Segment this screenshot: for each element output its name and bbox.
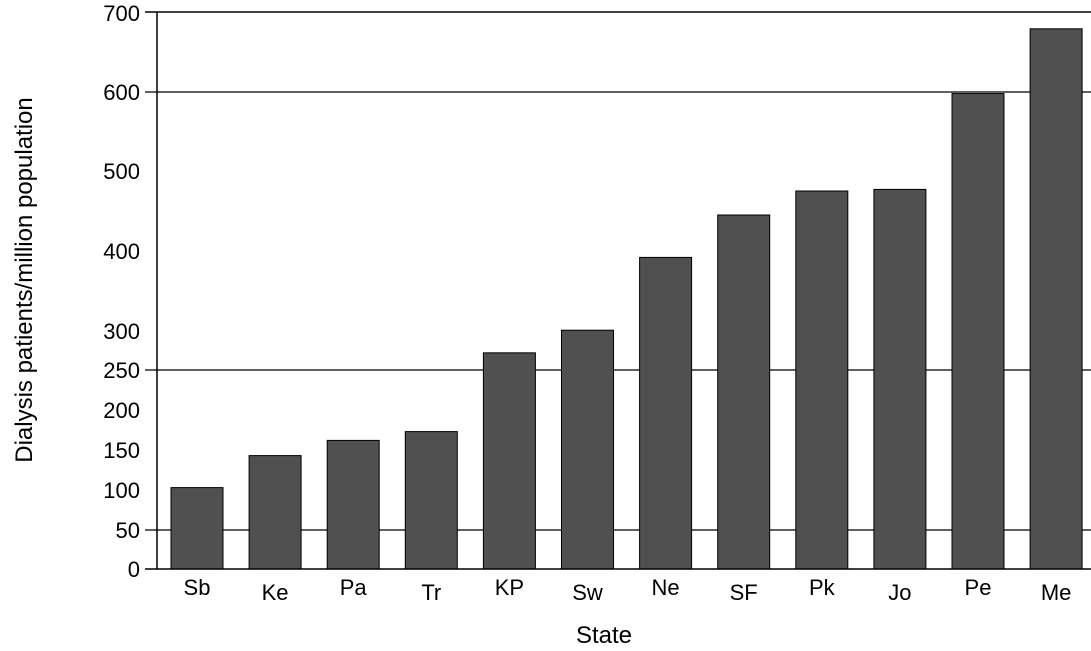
y-tick-label-300: 300 xyxy=(103,319,140,344)
bar-Ne xyxy=(639,256,693,570)
bar-Jo xyxy=(873,188,927,570)
x-tick-label-Sw: Sw xyxy=(572,580,603,605)
x-tick-label-Tr: Tr xyxy=(421,580,441,605)
x-tick-label-Ne: Ne xyxy=(652,575,680,600)
x-tick-label-Pk: Pk xyxy=(809,575,836,600)
bar-Sw xyxy=(561,329,614,570)
x-tick-labels: Sb Ke Pa Tr KP Sw Ne SF Pk Jo Pe Me xyxy=(184,575,1072,605)
bar-Me xyxy=(1029,28,1083,570)
x-tick-label-Jo: Jo xyxy=(888,580,911,605)
y-tick-label-50: 50 xyxy=(116,518,140,543)
x-tick-label-Pa: Pa xyxy=(340,575,368,600)
x-tick-label-Ke: Ke xyxy=(262,580,289,605)
y-axis-title: Dialysis patients/million population xyxy=(11,97,38,463)
bar-Pe xyxy=(951,93,1005,570)
y-tick-label-100: 100 xyxy=(103,478,140,503)
gridlines xyxy=(145,91,1091,531)
y-tick-label-500: 500 xyxy=(103,159,140,184)
y-tick-label-250: 250 xyxy=(103,358,140,383)
bar-Sb xyxy=(170,487,224,570)
bar-KP xyxy=(482,352,536,570)
y-tick-label-400: 400 xyxy=(103,239,140,264)
x-axis-title: State xyxy=(576,622,632,649)
x-tick-label-KP: KP xyxy=(495,575,524,600)
x-tick-label-SF: SF xyxy=(730,580,758,605)
y-tick-labels: 0 50 100 150 200 250 300 400 500 600 700 xyxy=(103,1,140,582)
bar-Ke xyxy=(248,455,302,570)
bar-SF xyxy=(717,214,771,570)
bar-Pa xyxy=(326,439,380,570)
y-tick-label-600: 600 xyxy=(103,80,140,105)
axes xyxy=(145,11,1091,570)
y-tick-label-150: 150 xyxy=(103,438,140,463)
y-tick-label-200: 200 xyxy=(103,398,140,423)
y-tick-label-700: 700 xyxy=(103,1,140,26)
bars xyxy=(170,28,1083,570)
bar-Tr xyxy=(404,431,458,570)
y-tick-label-0: 0 xyxy=(128,557,140,582)
x-tick-label-Sb: Sb xyxy=(184,575,211,600)
bar-Pk xyxy=(795,190,849,570)
x-tick-label-Me: Me xyxy=(1041,580,1072,605)
x-tick-label-Pe: Pe xyxy=(965,575,992,600)
